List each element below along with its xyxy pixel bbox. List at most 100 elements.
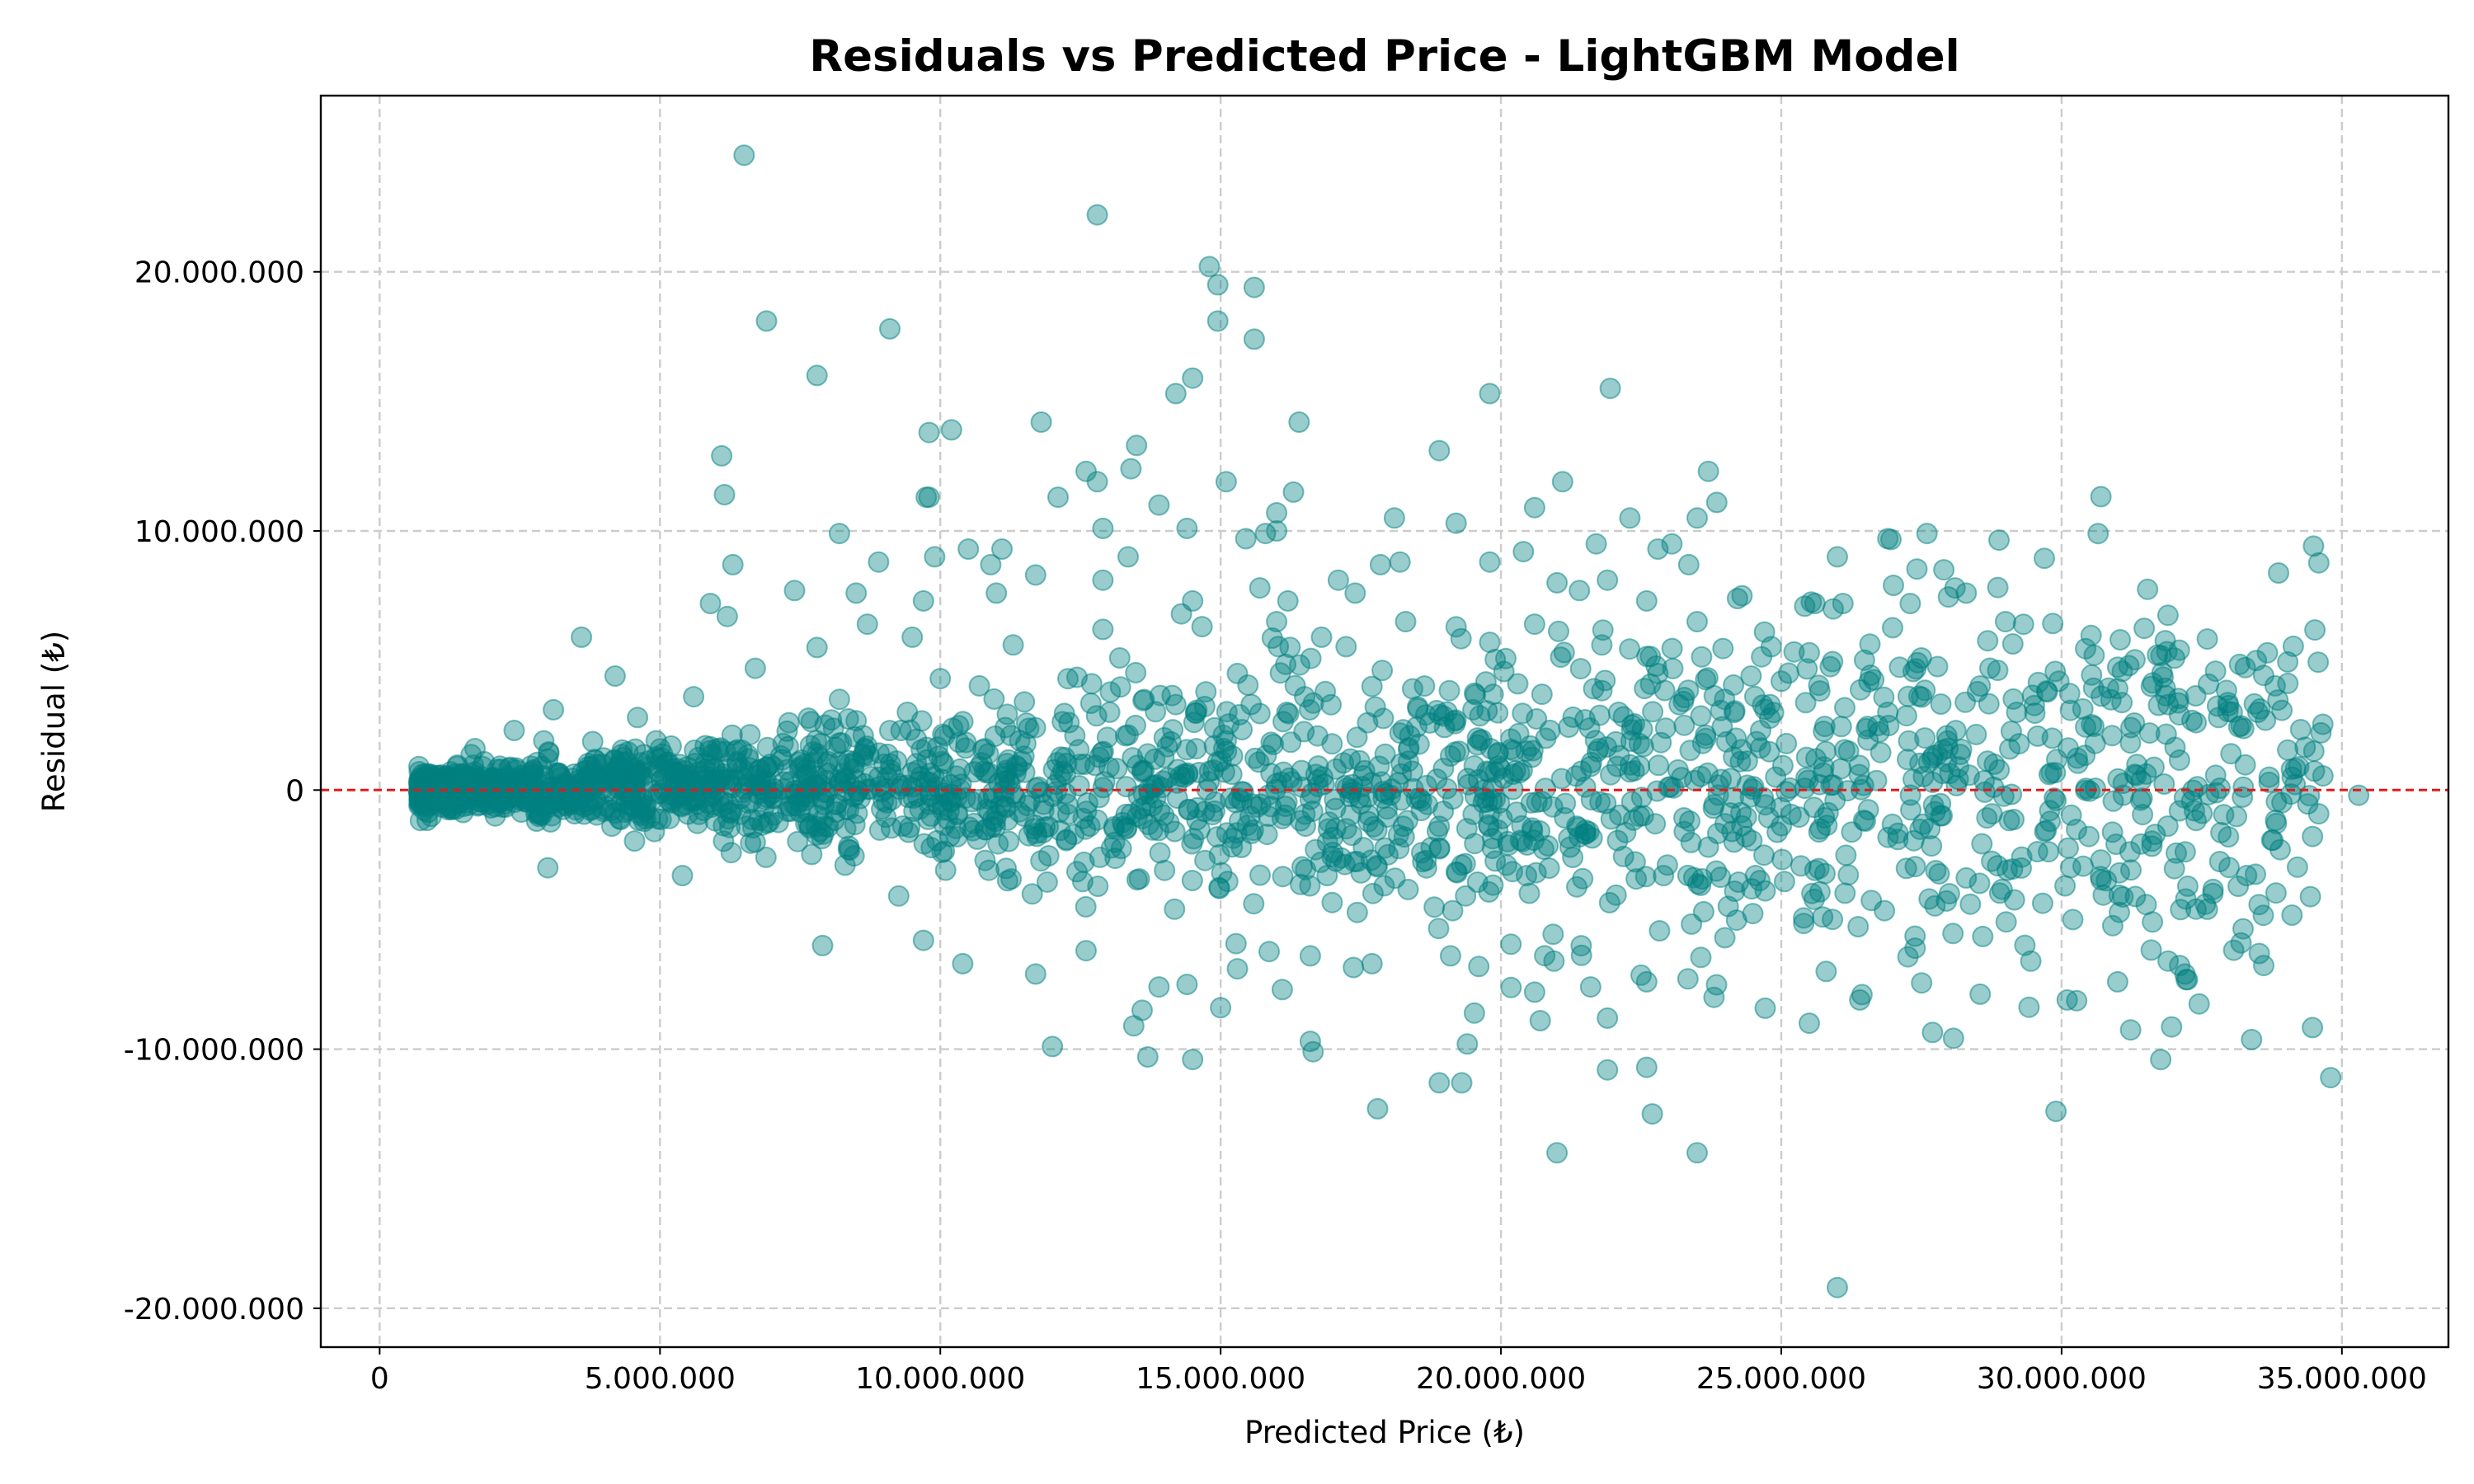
scatter-point — [2133, 618, 2156, 640]
scatter-point — [1537, 834, 1559, 857]
scatter-point — [1290, 873, 1311, 895]
scatter-point — [1432, 758, 1455, 780]
scatter-point — [1507, 673, 1529, 695]
scatter-point — [1907, 685, 1930, 707]
scatter-point — [1208, 843, 1230, 866]
dense-point-cloud — [408, 486, 2334, 1071]
scatter-point — [828, 688, 850, 711]
scatter-point — [1635, 1056, 1658, 1078]
scatter-point — [1310, 626, 1333, 648]
scatter-point — [845, 710, 868, 732]
scatter-point — [1531, 683, 1553, 706]
scatter-point — [996, 870, 1018, 892]
scatter-point — [2227, 876, 2250, 897]
scatter-point — [1712, 637, 1734, 660]
scatter-point — [2302, 1017, 2324, 1039]
scatter-point — [2143, 756, 2165, 778]
scatter-point — [1583, 678, 1605, 700]
scatter-point — [1361, 952, 1383, 974]
scatter-point — [1516, 865, 1537, 887]
scatter-point — [1794, 777, 1816, 800]
scatter-point — [2120, 859, 2142, 881]
scatter-point — [1554, 792, 1577, 815]
scatter-point — [1759, 693, 1781, 716]
scatter-point — [763, 804, 785, 826]
scatter-point — [995, 762, 1018, 784]
scatter-point — [1624, 851, 1646, 873]
scatter-point — [1855, 810, 1876, 832]
scatter-point — [1388, 838, 1410, 860]
scatter-point — [711, 444, 733, 467]
scatter-point — [1591, 634, 1613, 656]
scatter-point — [1620, 730, 1642, 752]
scatter-point — [1542, 923, 1564, 946]
scatter-point — [1479, 383, 1501, 405]
scatter-point — [1735, 825, 1757, 848]
scatter-point — [1690, 874, 1712, 896]
scatter-point — [1058, 711, 1080, 734]
scatter-point — [1324, 797, 1347, 819]
scatter-point — [2045, 1101, 2067, 1122]
scatter-point — [1318, 811, 1340, 834]
scatter-point — [801, 843, 823, 866]
scatter-point — [2228, 653, 2251, 675]
scatter-point — [946, 825, 968, 848]
scatter-point — [1300, 647, 1322, 669]
scatter-point — [792, 767, 814, 789]
scatter-point — [2106, 970, 2128, 993]
scatter-point — [2034, 820, 2056, 843]
scatter-point — [525, 810, 548, 832]
scatter-point — [2230, 932, 2252, 954]
scatter-point — [1898, 730, 1920, 752]
scatter-point — [1215, 471, 1237, 493]
scatter-point — [1092, 618, 1114, 641]
scatter-point — [1085, 705, 1108, 727]
scatter-point — [1176, 517, 1198, 539]
scatter-point — [1813, 756, 1835, 778]
scatter-point — [1395, 611, 1417, 632]
scatter-point — [2141, 830, 2163, 852]
scatter-point — [2253, 955, 2274, 977]
scatter-point — [2138, 722, 2161, 744]
scatter-point — [1092, 517, 1114, 539]
scatter-point — [716, 605, 738, 627]
x-tick-label: 10.000.000 — [855, 1362, 1025, 1396]
scatter-point — [1955, 866, 1978, 889]
scatter-point — [1679, 810, 1700, 832]
scatter-point — [1673, 820, 1696, 843]
scatter-point — [1551, 471, 1573, 493]
scatter-point — [1198, 760, 1221, 782]
scatter-point — [2280, 758, 2302, 781]
scatter-point — [1445, 861, 1467, 883]
scatter-point — [2155, 723, 2177, 745]
scatter-point — [2119, 732, 2142, 754]
scatter-point — [1518, 882, 1540, 904]
scatter-point — [1438, 679, 1460, 702]
scatter-point — [1479, 632, 1501, 654]
scatter-point — [1407, 697, 1429, 720]
scatter-point — [1428, 815, 1451, 838]
scatter-point — [1369, 553, 1391, 575]
scatter-point — [1717, 895, 1739, 918]
x-axis-label: Predicted Price (₺) — [1244, 1415, 1525, 1450]
scatter-point — [1371, 660, 1394, 682]
scatter-point — [1597, 1059, 1619, 1081]
scatter-point — [1098, 701, 1121, 723]
scatter-point — [543, 698, 565, 721]
scatter-point — [1677, 553, 1700, 575]
scatter-point — [722, 553, 744, 575]
scatter-point — [1599, 378, 1621, 400]
scatter-point — [1538, 857, 1560, 879]
scatter-point — [890, 720, 912, 741]
scatter-point — [828, 732, 850, 754]
scatter-point — [720, 842, 742, 864]
scatter-point — [2202, 882, 2224, 904]
scatter-point — [1804, 593, 1826, 614]
scatter-point — [447, 782, 469, 804]
scatter-point — [2241, 1028, 2263, 1050]
scatter-point — [1389, 722, 1411, 744]
scatter-point — [1500, 976, 1522, 998]
scatter-point — [1500, 933, 1522, 956]
scatter-point — [1834, 697, 1856, 719]
scatter-point — [1619, 638, 1641, 660]
